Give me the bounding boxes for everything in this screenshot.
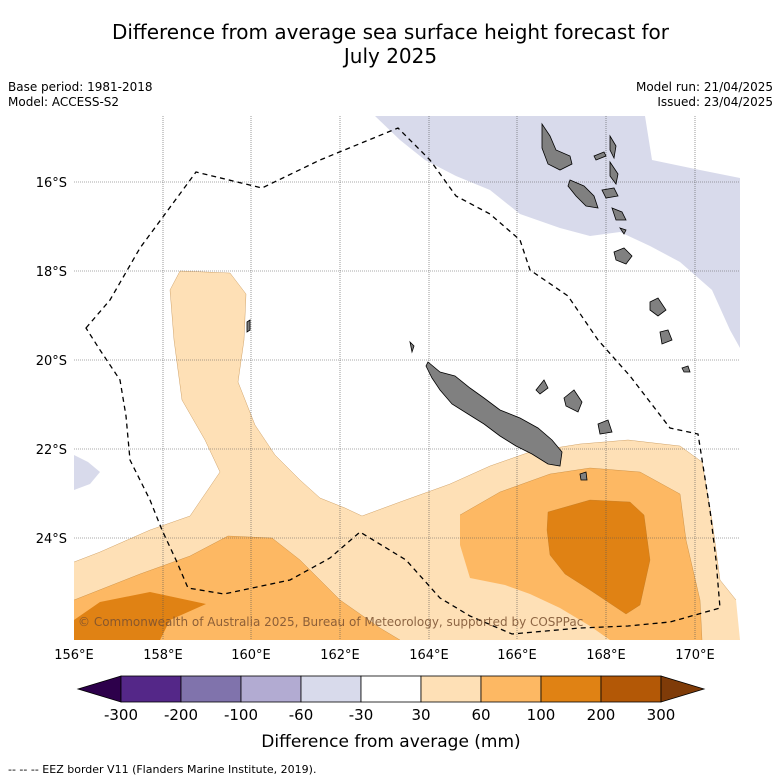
issued-text: Issued: 23/04/2025: [657, 95, 773, 109]
lon-label: 170°E: [675, 648, 715, 663]
colorbar-tick: 300: [647, 706, 676, 724]
vanuatu-ambae: [593, 151, 607, 161]
vanuatu-efate: [611, 207, 627, 221]
belep-islet: [409, 340, 415, 354]
lon-label: 156°E: [54, 648, 94, 663]
colorbar-segment: [600, 675, 662, 703]
vanuatu-erromango: [613, 247, 633, 265]
matthew-islet: [681, 365, 691, 373]
colorbar-tick: 30: [411, 706, 430, 724]
map-area: © Commonwealth of Australia 2025, Bureau…: [74, 116, 740, 640]
colorbar-tick: -200: [164, 706, 198, 724]
lon-label: 162°E: [320, 648, 360, 663]
loyalty-island-2: [563, 389, 583, 413]
lon-label: 160°E: [231, 648, 271, 663]
lat-label: 18°S: [36, 265, 67, 280]
colorbar-segment: [180, 675, 242, 703]
anomaly-100-200-west: [74, 592, 206, 640]
meta-left: Base period: 1981-2018 Model: ACCESS-S2: [8, 80, 153, 110]
colorbar-tick: -100: [224, 706, 258, 724]
lon-label: 158°E: [143, 648, 183, 663]
anomaly-100-200-east: [547, 500, 650, 614]
colorbar-tick: 100: [527, 706, 556, 724]
colorbar-segment: [240, 675, 302, 703]
loyalty-island-3: [597, 419, 613, 435]
colorbar-tick: 200: [587, 706, 616, 724]
lat-label: 24°S: [36, 532, 67, 547]
map-title: Difference from average sea surface heig…: [0, 20, 781, 68]
land-masses: [246, 122, 691, 481]
eez-legend-note: -- -- -- EEZ border V11 (Flanders Marine…: [8, 763, 317, 776]
meta-right: Model run: 21/04/2025 Issued: 23/04/2025: [636, 80, 773, 110]
lon-label: 164°E: [409, 648, 449, 663]
eez-border: [85, 127, 721, 635]
vanuatu-epi: [601, 187, 619, 199]
new-caledonia: [425, 361, 563, 467]
vanuatu-tanna: [649, 297, 667, 317]
colorbar-segment: [540, 675, 602, 703]
vanuatu-small: [619, 227, 627, 235]
lon-label: 168°E: [586, 648, 626, 663]
colorbar-segment: [360, 675, 422, 703]
colorbar-segment: [300, 675, 362, 703]
base-period-text: Base period: 1981-2018: [8, 80, 153, 94]
lat-label: 22°S: [36, 443, 67, 458]
colorbar-extend-high: [660, 675, 706, 703]
vanuatu-pentecost: [609, 160, 619, 185]
colorbar-extend-low: [76, 675, 122, 703]
vanuatu-malakula: [567, 179, 599, 209]
chesterfield-islet: [246, 319, 251, 333]
gridlines: [74, 116, 740, 640]
colorbar: [76, 675, 706, 703]
model-text: Model: ACCESS-S2: [8, 95, 120, 109]
anomaly-negative-ne: [375, 116, 740, 348]
title-line-2: July 2025: [343, 44, 438, 68]
longitude-labels: 156°E 158°E 160°E 162°E 164°E 166°E 168°…: [54, 648, 715, 663]
loyalty-island-1: [535, 379, 549, 395]
vanuatu-maewo: [609, 134, 617, 160]
vanuatu-aneityum: [659, 329, 673, 345]
vanuatu-espiritu-santo: [541, 122, 573, 171]
colorbar-tick: 60: [471, 706, 490, 724]
colorbar-segment: [420, 675, 482, 703]
copyright-text: © Commonwealth of Australia 2025, Bureau…: [78, 615, 583, 629]
colorbar-segment: [120, 675, 182, 703]
colorbar-title: Difference from average (mm): [261, 732, 520, 752]
anomaly-negative-w: [74, 455, 100, 490]
colorbar-segment: [480, 675, 542, 703]
model-run-text: Model run: 21/04/2025: [635, 80, 773, 94]
isle-of-pines: [579, 471, 588, 481]
lat-label: 16°S: [36, 176, 67, 191]
colorbar-tick-labels: -300 -200 -100 -60 -30 30 60 100 200 300: [104, 706, 675, 724]
colorbar-tick: -300: [104, 706, 138, 724]
lat-label: 20°S: [36, 354, 67, 369]
latitude-labels: 16°S 18°S 20°S 22°S 24°S: [36, 176, 67, 547]
colorbar-tick: -30: [349, 706, 374, 724]
lon-label: 166°E: [497, 648, 537, 663]
title-line-1: Difference from average sea surface heig…: [111, 20, 670, 44]
colorbar-tick: -60: [289, 706, 314, 724]
